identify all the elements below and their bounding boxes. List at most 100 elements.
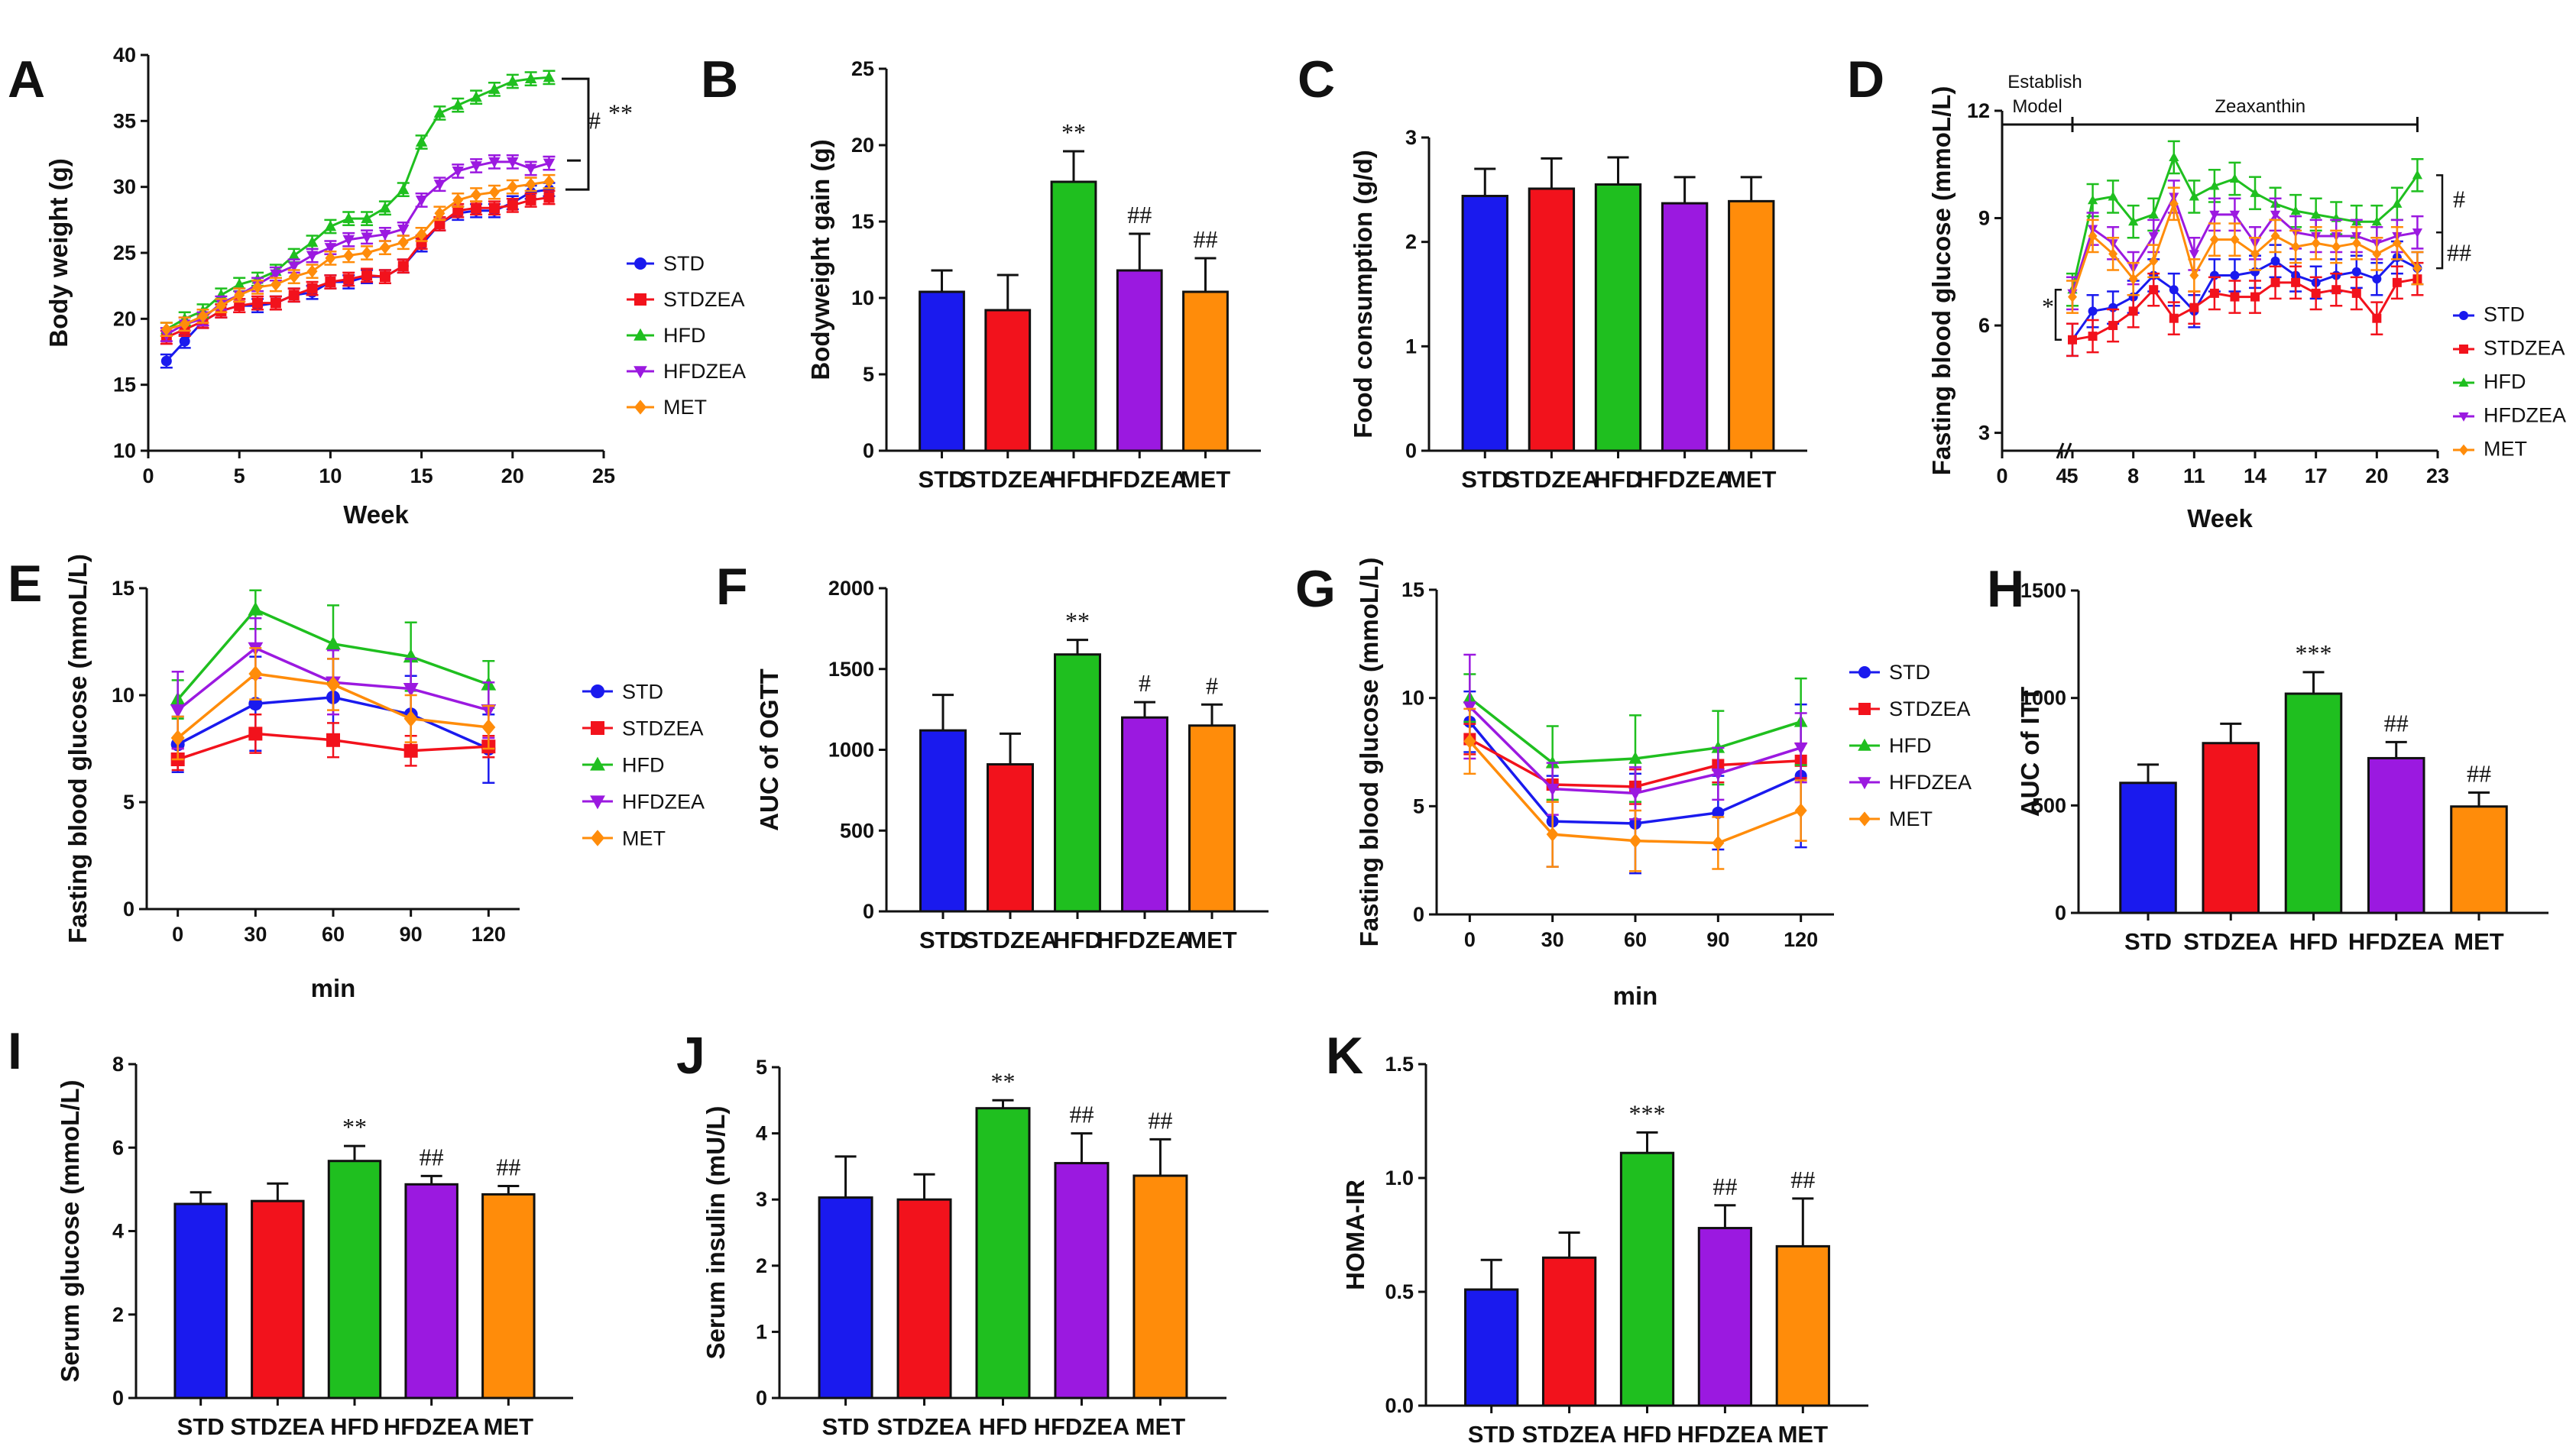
legend-label: HFDZEA — [1889, 771, 1972, 794]
legend-marker — [2459, 444, 2468, 456]
data-point — [470, 161, 482, 173]
data-point — [179, 335, 190, 347]
legend: STD STDZEA HFD HFDZEA MET — [1849, 661, 1972, 830]
data-point — [343, 249, 355, 262]
panel-J: J 0 1 2 3 4 5 Serum insulin (mU/L) STD STDZEA HFD *… — [676, 1027, 1226, 1440]
data-point — [324, 220, 337, 231]
data-point — [403, 710, 418, 727]
significance-label: ** — [342, 1113, 367, 1141]
y-tick-label: 9 — [1978, 207, 1990, 230]
bar-hfd — [1619, 1151, 1675, 1407]
data-point — [2270, 230, 2280, 242]
bar-hfdzea — [1697, 1227, 1753, 1407]
series-line — [166, 76, 549, 331]
legend-marker — [1858, 811, 1871, 827]
significance-label: ## — [1193, 225, 1217, 253]
panel-label: I — [8, 1022, 22, 1080]
series-line — [166, 180, 549, 331]
legend-marker — [1858, 703, 1871, 715]
x-tick-label: 25 — [592, 464, 615, 487]
significance-label: ## — [2467, 759, 2491, 787]
y-tick-label: 25 — [113, 241, 136, 264]
y-tick-label: 500 — [840, 819, 874, 842]
data-point — [2331, 285, 2341, 295]
data-point — [361, 246, 373, 260]
data-point — [379, 229, 391, 241]
panel-label: H — [1987, 560, 2024, 618]
y-tick-label: 2 — [112, 1303, 124, 1326]
legend-label: STD — [663, 252, 705, 275]
x-category-label: HFD — [1594, 466, 1643, 493]
data-point — [470, 91, 482, 102]
legend-label: STDZEA — [1889, 697, 1971, 720]
legend-marker — [2459, 311, 2468, 320]
y-tick-label: 6 — [112, 1136, 124, 1159]
legend-label: HFDZEA — [663, 360, 746, 383]
y-tick-label: 5 — [756, 1056, 767, 1079]
data-point — [325, 251, 336, 265]
data-point — [2209, 180, 2220, 190]
legend-marker — [634, 400, 646, 415]
y-tick-label: 8 — [112, 1053, 124, 1076]
data-point — [403, 682, 419, 697]
x-tick-label: 23 — [2426, 464, 2449, 487]
data-point — [2128, 216, 2139, 226]
axis-break — [2056, 442, 2065, 459]
data-point — [233, 278, 245, 290]
legend-label: HFD — [2484, 371, 2526, 393]
x-axis-title: Week — [343, 500, 409, 529]
y-axis-title: Serum glucose (mmoL/L) — [56, 1079, 84, 1382]
axis-break — [2063, 442, 2072, 459]
panel-label: E — [8, 555, 42, 613]
series-hfd — [2066, 140, 2424, 307]
x-tick-label: 15 — [410, 464, 433, 487]
bar-met — [481, 1192, 536, 1400]
y-tick-label: 1.0 — [1385, 1167, 1414, 1189]
data-point — [1794, 803, 1807, 818]
x-category-label: STDZEA — [2183, 928, 2278, 955]
significance-label: # — [1139, 669, 1151, 697]
x-tick-label: 90 — [1706, 928, 1729, 951]
legend-label: STD — [1889, 661, 1930, 684]
legend-marker — [633, 366, 647, 379]
data-point — [2229, 210, 2241, 220]
data-point — [270, 269, 282, 280]
x-category-label: STDZEA — [1522, 1421, 1617, 1448]
data-point — [1793, 743, 1808, 756]
data-point — [507, 199, 518, 211]
series-hfdzea — [2066, 180, 2424, 311]
data-point — [1546, 827, 1559, 842]
x-tick-label: 0 — [1464, 928, 1476, 951]
bracket-left — [2054, 288, 2062, 341]
y-tick-label: 3 — [1978, 422, 1990, 445]
data-point — [2412, 262, 2422, 274]
data-point — [415, 195, 428, 206]
legend-label: STDZEA — [622, 717, 704, 739]
y-axis-title: HOMA-IR — [1341, 1180, 1369, 1290]
significance-label: ## — [1127, 201, 1152, 228]
data-point — [2250, 248, 2260, 260]
significance-label: ## — [1712, 1173, 1737, 1200]
panel-label: F — [716, 558, 748, 616]
panel-G: G 0 5 10 15 Fasting blood glucose (mmoL/L) 0 30… — [1295, 558, 1972, 1010]
y-tick-label: 10 — [851, 286, 874, 309]
bar-stdzea — [1541, 1256, 1597, 1407]
legend-label: MET — [2484, 438, 2527, 461]
y-tick-label: 1500 — [828, 658, 874, 681]
x-category-label: STDZEA — [230, 1413, 325, 1440]
legend-marker — [2459, 345, 2468, 354]
y-tick-label: 10 — [1401, 687, 1424, 710]
data-point — [2291, 241, 2301, 253]
y-tick-label: 0 — [2055, 901, 2066, 924]
y-tick-label: 1000 — [828, 739, 874, 762]
data-point — [2270, 210, 2281, 220]
data-point — [525, 177, 536, 191]
panel-label: A — [8, 50, 45, 108]
x-category-label: HFD — [979, 1413, 1028, 1440]
data-point — [170, 704, 186, 718]
data-point — [397, 183, 410, 195]
bar-hfd — [975, 1107, 1031, 1400]
data-point — [379, 202, 391, 213]
